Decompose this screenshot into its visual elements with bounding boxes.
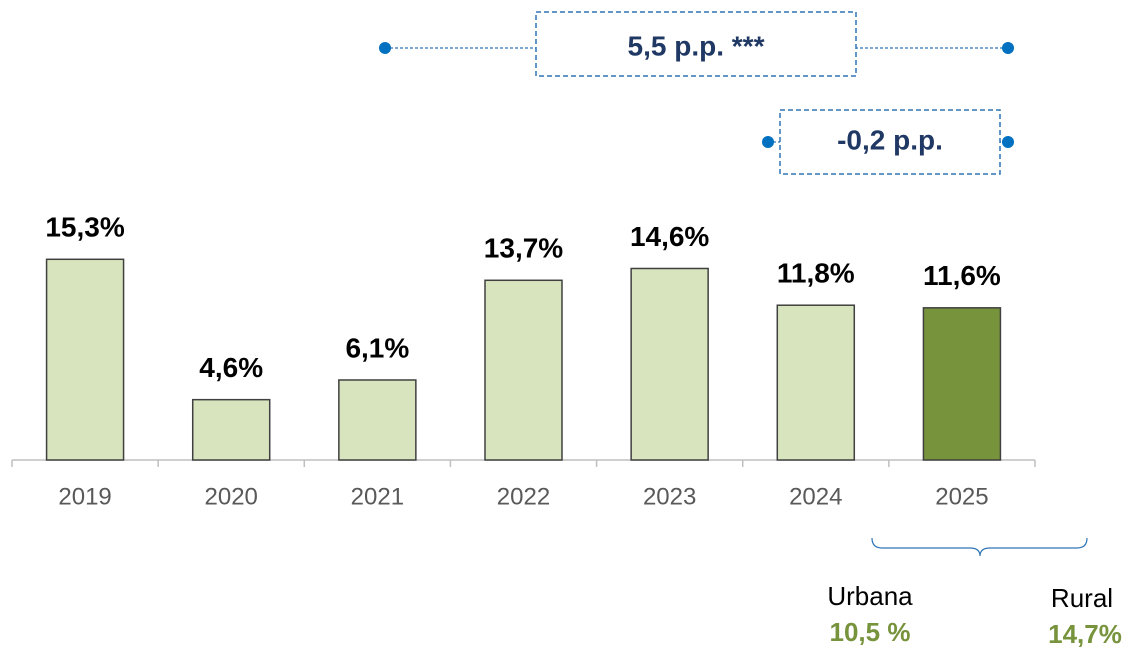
annotation-box [535, 11, 857, 77]
value-label: 15,3% [45, 212, 124, 243]
breakdown-value: 14,7% [1048, 619, 1122, 649]
x-tick-label: 2022 [497, 483, 550, 510]
breakdown-name: Rural [1051, 583, 1113, 613]
x-tick-label: 2021 [351, 483, 404, 510]
x-tick-label: 2023 [643, 483, 696, 510]
annotation-box [779, 109, 1001, 175]
bar [922, 307, 1002, 461]
bar [45, 258, 125, 461]
bar [338, 379, 417, 461]
value-label: 11,6% [923, 260, 1001, 291]
x-tick-label: 2020 [205, 483, 258, 510]
annotation-text: 5,5 p.p. *** [628, 30, 765, 61]
annotation-text: -0,2 p.p. [837, 124, 943, 155]
bar [630, 267, 709, 461]
annotation-dot [379, 42, 391, 54]
annotation-dot [762, 136, 774, 148]
value-label: 13,7% [484, 233, 563, 264]
annotation-dot [1002, 136, 1014, 148]
annotation-dot [1002, 42, 1014, 54]
bracket [871, 537, 1088, 557]
value-label: 11,8% [777, 258, 855, 289]
x-tick-label: 2019 [58, 483, 111, 510]
breakdown-name: Urbana [827, 581, 913, 611]
bar [776, 304, 856, 461]
x-tick-label: 2025 [935, 483, 988, 510]
x-tick-label: 2024 [789, 483, 842, 510]
breakdown-value: 10,5 % [830, 617, 911, 647]
bar [484, 279, 563, 461]
bar [191, 398, 271, 461]
value-label: 4,6% [199, 352, 263, 383]
value-label: 6,1% [345, 332, 409, 363]
value-label: 14,6% [630, 221, 709, 252]
